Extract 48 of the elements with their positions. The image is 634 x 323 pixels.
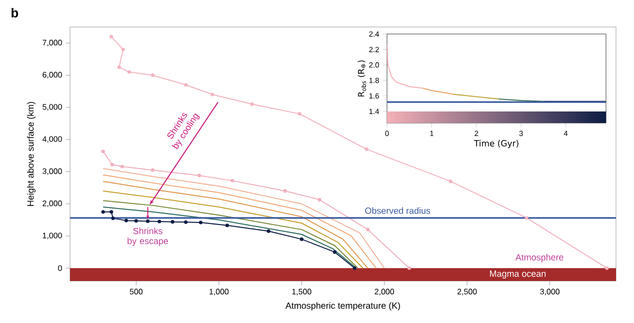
- band-label: Magma ocean: [490, 270, 546, 279]
- point: [124, 218, 128, 222]
- point: [210, 92, 214, 96]
- line-series: [387, 44, 424, 89]
- point: [605, 266, 609, 270]
- point: [352, 266, 356, 270]
- point: [109, 34, 113, 38]
- x-axis-title: Atmospheric temperature (K): [285, 302, 400, 311]
- point: [250, 102, 254, 106]
- point: [158, 220, 162, 224]
- point: [121, 48, 125, 52]
- point: [332, 250, 337, 254]
- point: [111, 216, 115, 220]
- point: [407, 266, 411, 270]
- point: [184, 220, 188, 224]
- ref-line-label: Observed radius: [365, 207, 430, 214]
- point: [524, 216, 528, 220]
- point: [150, 168, 155, 172]
- point: [298, 112, 302, 116]
- point: [127, 70, 132, 74]
- point: [150, 73, 155, 78]
- point: [225, 224, 229, 228]
- point: [146, 219, 150, 223]
- x-axis-title: Time (Gyr): [474, 140, 518, 148]
- annotation: Atmosphere: [515, 254, 564, 262]
- point: [198, 220, 203, 224]
- chart-title: b: [12, 8, 18, 18]
- point: [266, 229, 270, 233]
- point: [184, 83, 188, 87]
- point: [197, 174, 202, 178]
- point: [101, 150, 105, 154]
- point: [117, 65, 121, 69]
- point: [110, 162, 114, 166]
- point: [101, 210, 105, 214]
- point: [318, 198, 322, 202]
- point: [134, 219, 138, 223]
- point: [366, 228, 370, 232]
- point: [110, 210, 114, 214]
- point: [448, 180, 452, 184]
- point: [170, 220, 174, 224]
- point: [283, 189, 287, 193]
- y-axis-title: R$_{obs}$ (R$_{⊕}$): [358, 60, 366, 96]
- annotation: Shrinks by escape: [128, 228, 168, 246]
- point: [300, 237, 304, 241]
- point: [364, 147, 368, 151]
- point: [120, 164, 124, 168]
- y-axis-title: Height above surface (km): [27, 102, 36, 206]
- point: [230, 178, 234, 182]
